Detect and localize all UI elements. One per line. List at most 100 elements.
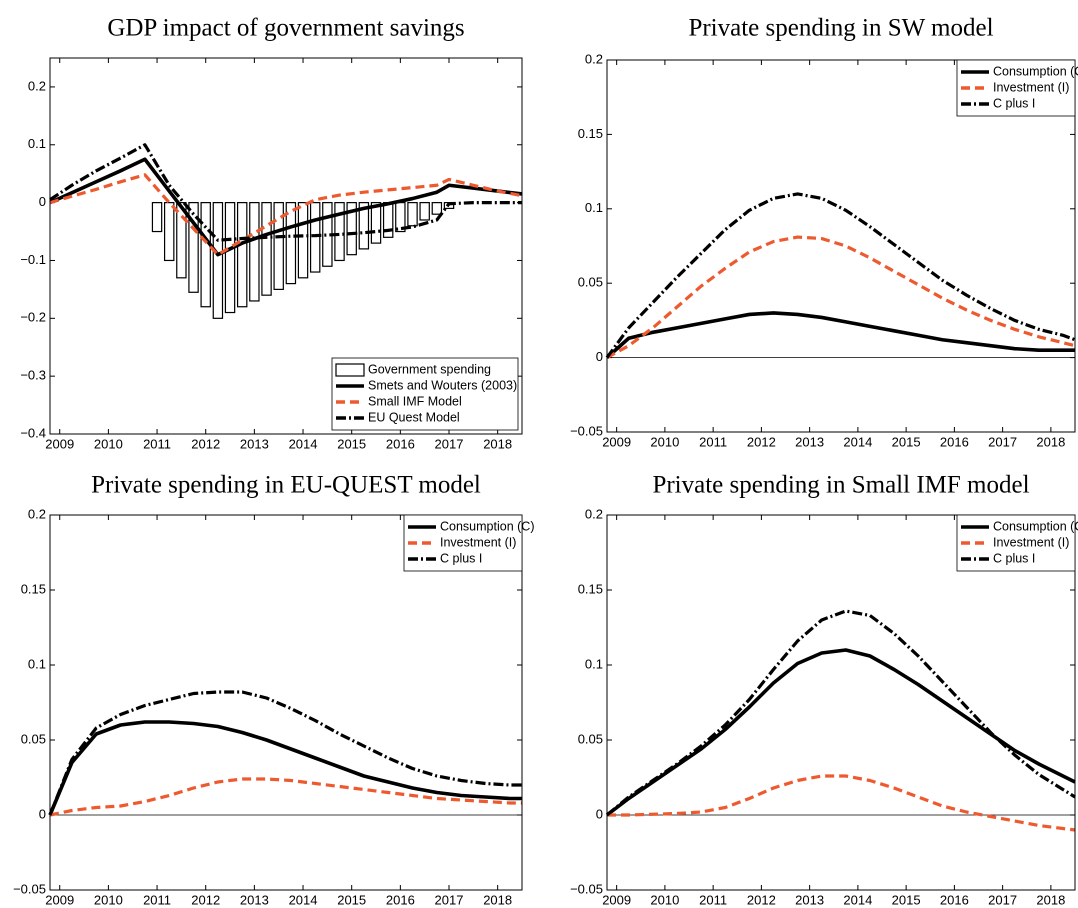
x-tick-label: 2017	[988, 434, 1017, 449]
x-tick-label: 2018	[483, 892, 512, 907]
series-line	[605, 192, 1076, 359]
panel: Private spending in EU-QUEST model −0.05 0…	[13, 472, 534, 908]
panel: Private spending in SW model −0.05 0 0.05 0.…	[570, 15, 1078, 450]
legend-label: Investment (I)	[993, 80, 1069, 94]
bar	[419, 202, 430, 221]
bar	[273, 202, 284, 290]
axes-frame	[49, 514, 523, 891]
chart-title: GDP impact of government savings	[107, 15, 464, 42]
legend-label: Small IMF Model	[368, 394, 462, 408]
x-tick-label: 2013	[795, 892, 824, 907]
y-tick-label: 0.05	[21, 731, 46, 746]
series-line	[48, 720, 522, 816]
y-tick-label: 0.15	[578, 581, 603, 596]
x-tick-label: 2009	[45, 892, 74, 907]
legend-label: C plus I	[993, 551, 1035, 565]
legend-label: Consumption (C)	[440, 519, 534, 533]
y-tick-label: 0	[39, 194, 46, 209]
legend-label: C plus I	[993, 96, 1035, 110]
y-tick-label: 0.1	[585, 656, 603, 671]
series-line	[605, 648, 1076, 817]
y-tick-label: 0.1	[28, 136, 46, 151]
y-tick-label: 0	[39, 806, 46, 821]
x-tick-label: 2018	[483, 436, 512, 451]
x-tick-label: 2015	[892, 434, 921, 449]
plot-area	[607, 515, 1075, 890]
legend-label: Smets and Wouters (2003)	[368, 378, 517, 392]
x-tick-label: 2018	[1036, 892, 1065, 907]
bar	[285, 202, 297, 285]
bar	[224, 202, 236, 314]
x-tick-label: 2010	[650, 892, 679, 907]
bar	[309, 202, 321, 273]
x-tick-label: 2015	[337, 892, 366, 907]
bar	[212, 202, 224, 319]
y-tick-label: 0	[596, 349, 603, 364]
bar	[151, 202, 163, 233]
series-line	[49, 143, 522, 242]
x-tick-label: 2014	[289, 892, 318, 907]
x-tick-label: 2013	[240, 892, 269, 907]
series-line	[48, 690, 522, 816]
y-tick-label: 0.1	[28, 656, 46, 671]
bar	[163, 202, 175, 262]
x-tick-label: 2010	[650, 434, 679, 449]
x-tick-label: 2014	[289, 436, 318, 451]
chart-title: Private spending in EU-QUEST model	[91, 472, 481, 499]
x-tick-label: 2018	[1036, 434, 1065, 449]
y-tick-label: −0.1	[20, 252, 46, 267]
y-tick-label: 0.1	[585, 200, 603, 215]
y-tick-label: 0	[596, 806, 603, 821]
x-tick-label: 2017	[435, 436, 464, 451]
y-tick-label: 0.15	[578, 126, 603, 141]
y-tick-label: −0.05	[570, 423, 603, 438]
y-tick-label: −0.2	[20, 310, 46, 325]
x-tick-label: 2017	[435, 892, 464, 907]
series-line	[607, 774, 1076, 832]
y-tick-label: 0.2	[28, 506, 46, 521]
x-tick-label: 2012	[747, 434, 776, 449]
axes-frame	[49, 57, 523, 435]
legend-label: Consumption (C)	[993, 519, 1078, 533]
x-tick-label: 2016	[940, 434, 969, 449]
x-tick-label: 2017	[988, 892, 1017, 907]
series-line	[49, 173, 523, 257]
legend-label: Investment (I)	[993, 535, 1069, 549]
panel: GDP impact of government savings −0.4 −0.3…	[20, 15, 523, 451]
x-tick-label: 2011	[699, 434, 727, 449]
y-tick-label: 0.2	[585, 51, 603, 66]
x-tick-label: 2012	[191, 892, 220, 907]
y-tick-label: −0.05	[570, 881, 603, 896]
bar	[431, 202, 443, 215]
panel: Private spending in Small IMF model −0.05…	[570, 472, 1078, 908]
legend-label: Government spending	[368, 362, 491, 376]
x-tick-label: 2016	[940, 892, 969, 907]
bar	[236, 202, 248, 308]
y-tick-label: −0.3	[20, 368, 46, 383]
y-tick-label: −0.05	[13, 881, 46, 896]
y-tick-label: 0.2	[585, 506, 603, 521]
bar	[188, 202, 199, 293]
x-tick-label: 2009	[602, 434, 631, 449]
legend-label: EU Quest Model	[368, 410, 460, 424]
legend-label: C plus I	[440, 551, 482, 565]
bar	[297, 202, 309, 279]
plot-area	[50, 515, 522, 890]
series-line	[49, 157, 523, 257]
x-tick-label: 2009	[45, 436, 74, 451]
bar	[176, 202, 187, 279]
axes-frame	[606, 59, 1076, 433]
x-tick-label: 2009	[602, 892, 631, 907]
x-tick-label: 2011	[699, 892, 727, 907]
chart-title: Private spending in SW model	[688, 15, 993, 42]
bar	[200, 202, 211, 308]
y-tick-label: 0.2	[28, 78, 46, 93]
x-tick-label: 2013	[795, 434, 824, 449]
series-line	[605, 311, 1075, 359]
y-tick-label: 0.15	[21, 581, 46, 596]
x-tick-label: 2016	[386, 436, 415, 451]
x-tick-label: 2012	[747, 892, 776, 907]
bar	[370, 202, 382, 244]
bar	[334, 202, 345, 262]
